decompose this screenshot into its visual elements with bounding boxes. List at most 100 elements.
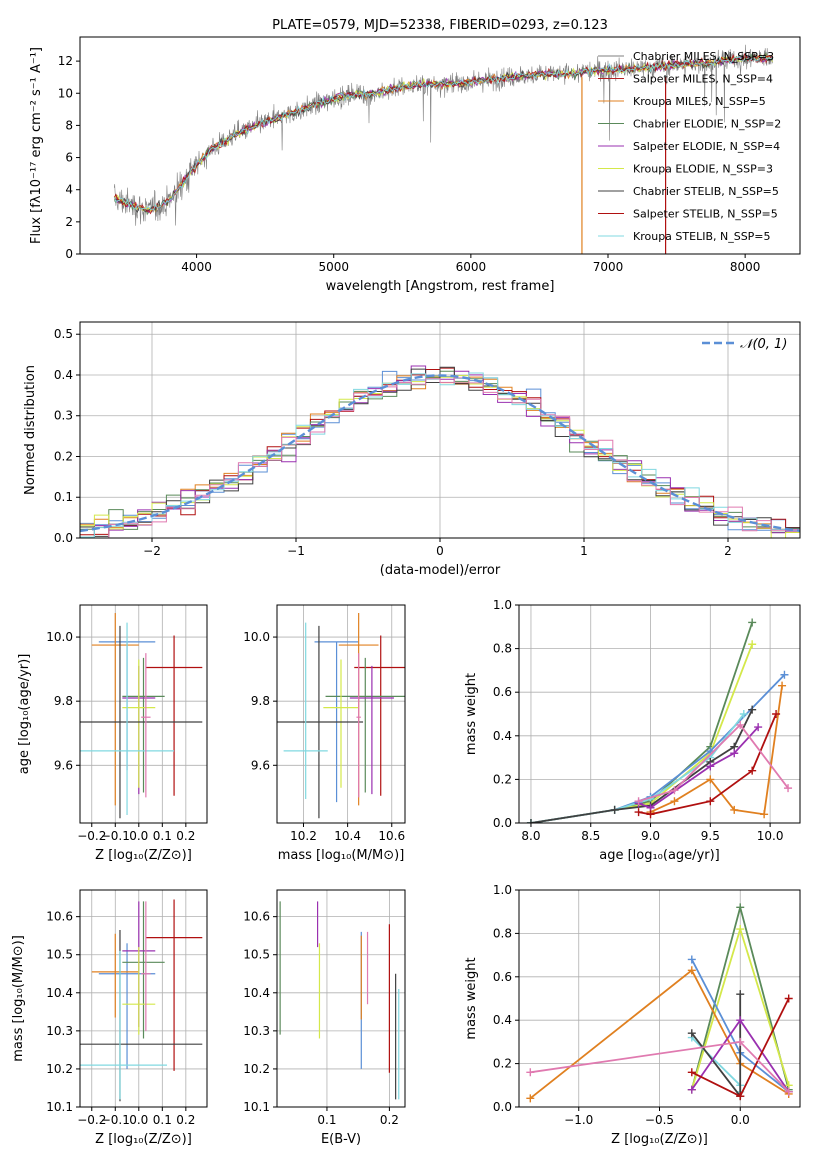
y-tick-label: 10.5 — [46, 948, 73, 962]
x-tick-label: 0.2 — [176, 829, 195, 843]
y-tick-label: 0.4 — [493, 1013, 512, 1027]
y-axis-label: age [log₁₀(age/yr)] — [17, 654, 32, 775]
legend-entry: Salpeter MILES, N_SSP=4 — [633, 73, 773, 86]
y-tick-label: 0.8 — [493, 926, 512, 940]
data-point — [80, 625, 203, 819]
series-marker — [634, 797, 643, 806]
y-tick-label: 10.2 — [46, 1062, 73, 1076]
data-point — [91, 613, 139, 806]
mass-vs-Z-plot-area — [80, 890, 207, 1107]
x-tick-label: 8.0 — [521, 829, 540, 843]
x-tick-label: 6000 — [456, 260, 487, 274]
spectrum-panel: 4000 5000 6000 7000 8000 0 2 4 6 8 10 12 wavelength … — [29, 36, 801, 294]
x-tick-label: 9.5 — [701, 829, 720, 843]
y-tick-label: 6 — [65, 151, 73, 165]
x-tick-label: 8000 — [730, 260, 761, 274]
mass-weight-series — [634, 720, 793, 806]
y-tick-label: 10.3 — [243, 1024, 270, 1038]
series-marker — [706, 797, 715, 806]
series-marker — [687, 1085, 696, 1094]
mass-weight-series — [526, 710, 748, 823]
y-tick-label: 8 — [65, 118, 73, 132]
series-marker — [687, 1029, 696, 1038]
y-tick-label: 10.0 — [46, 630, 73, 644]
series-marker — [739, 710, 748, 718]
data-point — [323, 659, 359, 788]
legend-entry: Salpeter STELIB, N_SSP=5 — [633, 208, 778, 221]
spectrum-frame — [79, 36, 801, 255]
x-tick-label: 10.6 — [378, 829, 405, 843]
mass-weight-vs-age-frame — [518, 604, 801, 824]
series-marker — [730, 749, 739, 758]
x-axis-label: Z [log₁₀(Z/Z⊙)] — [611, 1132, 708, 1147]
x-tick-label: 0.0 — [129, 829, 148, 843]
data-point — [356, 653, 361, 798]
series-marker — [784, 1087, 793, 1096]
legend-entry: Chabrier STELIB, N_SSP=5 — [633, 185, 779, 198]
x-tick-label: 0 — [436, 544, 444, 558]
x-axis-label: (data-model)/error — [380, 563, 501, 578]
series-marker — [634, 808, 643, 817]
y-tick-label: 9.8 — [54, 694, 73, 708]
y-tick-label: 0.3 — [54, 409, 73, 423]
data-point — [80, 622, 175, 815]
mass-vs-EBV-plot-area — [277, 890, 405, 1107]
x-axis-label: Z [log₁₀(Z/Z⊙)] — [95, 848, 192, 863]
series-marker — [730, 805, 739, 814]
legend-entry: Chabrier MILES, N_SSP=3 — [633, 50, 774, 63]
x-tick-label: −0.2 — [77, 1113, 106, 1127]
y-tick-label: 0.6 — [493, 970, 512, 984]
x-tick-label: 0.2 — [380, 1113, 399, 1127]
y-tick-label: 1.0 — [493, 883, 512, 897]
data-point — [145, 899, 203, 1071]
age-vs-mass-plot-area — [277, 605, 405, 823]
mass-weight-vs-age-plot-area — [519, 605, 800, 823]
residual-hist-plot-area — [80, 322, 800, 538]
x-axis-label: Z [log₁₀(Z/Z⊙)] — [95, 1132, 192, 1147]
mass-vs-Z-panel: −0.2−0.1 0.0 0.1 0.2 10.1 10.2 10.3 10.4 10.5 10.… — [11, 889, 208, 1147]
age-vs-Z-panel: −0.2−0.1 0.0 0.1 0.2 9.6 9.8 10.0 Z [log₁₀(Z/Z⊙… — [17, 604, 208, 863]
y-tick-label: 10.6 — [46, 910, 73, 924]
mass-vs-EBV-panel: 0.1 0.2 10.1 10.2 10.3 10.4 10.5 10.6 E(B-V) — [243, 889, 406, 1147]
series-marker — [670, 797, 679, 806]
x-tick-label: 5000 — [318, 260, 349, 274]
series-marker — [670, 786, 679, 795]
legend-entry: 𝒩(0, 1) — [740, 337, 787, 352]
y-tick-label: 1.0 — [493, 598, 512, 612]
series-line — [530, 622, 754, 823]
mass-weight-series — [646, 681, 787, 819]
y-tick-label: 12 — [58, 54, 73, 68]
age-vs-Z-frame — [79, 604, 208, 824]
y-tick-label: 0.6 — [493, 685, 512, 699]
x-tick-label: −0.2 — [77, 829, 106, 843]
data-point — [141, 901, 151, 1031]
age-vs-mass-frame — [276, 604, 406, 824]
x-tick-label: 0.1 — [153, 1113, 172, 1127]
y-tick-label: 0.2 — [493, 1057, 512, 1071]
x-tick-label: 0.0 — [731, 1113, 750, 1127]
x-tick-label: −1.0 — [564, 1113, 593, 1127]
mass-weight-series — [687, 994, 793, 1101]
series-marker — [748, 618, 757, 627]
series-marker — [526, 819, 535, 823]
mass-vs-EBV-frame — [276, 889, 406, 1108]
data-point — [141, 653, 151, 798]
x-tick-label: 0.0 — [129, 1113, 148, 1127]
y-tick-label: 0.4 — [54, 368, 73, 382]
series-line — [530, 643, 754, 823]
legend-entry: Kroupa STELIB, N_SSP=5 — [633, 230, 771, 243]
x-tick-label: 7000 — [593, 260, 624, 274]
series-marker — [687, 1068, 696, 1077]
series-marker — [526, 1068, 535, 1077]
data-point — [325, 657, 405, 793]
mass-weight-vs-Z-frame — [518, 889, 801, 1108]
mass-weight-vs-Z-panel: −1.0 −0.5 0.0 0.0 0.2 0.4 0.6 0.8 1.0 Z [log₁₀(Z/… — [464, 883, 801, 1147]
series-marker — [687, 955, 696, 964]
data-point — [145, 635, 203, 796]
legend-entry: Salpeter ELODIE, N_SSP=4 — [633, 140, 780, 153]
y-axis-label: mass [log₁₀(M/M⊙)] — [11, 935, 26, 1062]
x-axis-label: mass [log₁₀(M/M⊙)] — [278, 848, 405, 863]
series-line — [529, 968, 790, 1100]
y-tick-label: 9.6 — [54, 758, 73, 772]
